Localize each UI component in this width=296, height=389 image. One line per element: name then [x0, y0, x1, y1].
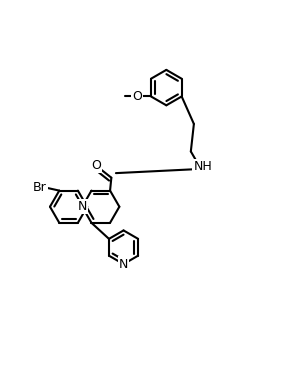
- Text: N: N: [78, 200, 87, 213]
- Text: Br: Br: [33, 181, 46, 194]
- Text: O: O: [132, 90, 142, 103]
- Text: O: O: [91, 159, 101, 172]
- Text: N: N: [119, 258, 128, 271]
- Text: NH: NH: [194, 160, 213, 173]
